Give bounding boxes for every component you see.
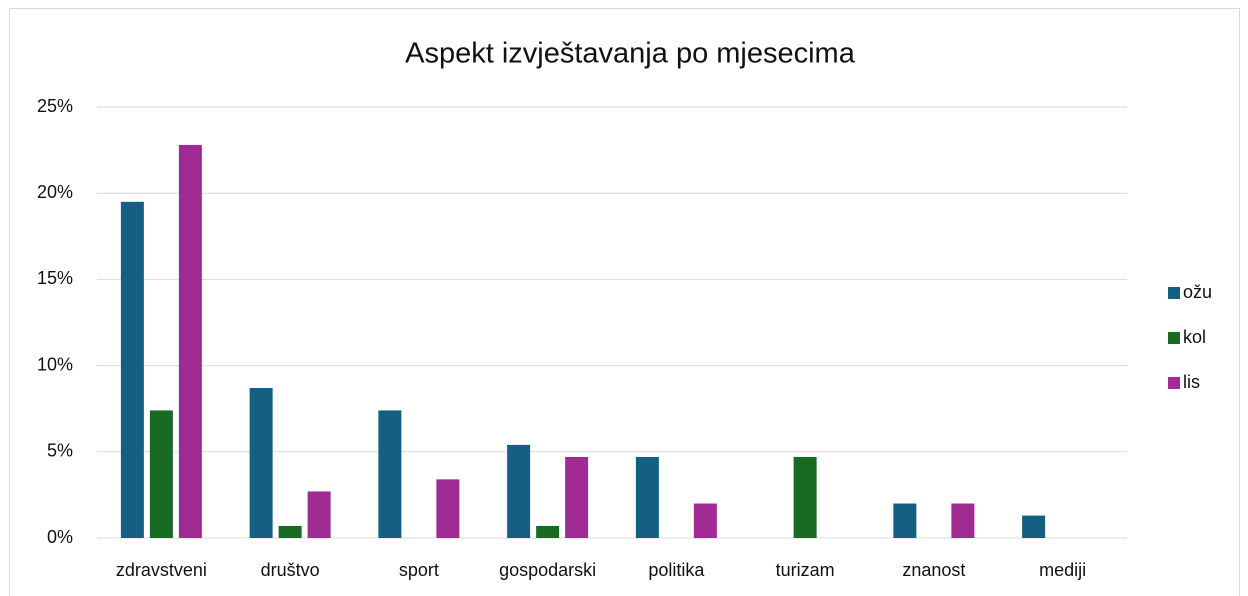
bar [120, 201, 144, 538]
x-tick-label: sport [399, 560, 439, 580]
x-tick-label: politika [648, 560, 705, 580]
bar [565, 456, 589, 538]
bar [1022, 515, 1046, 538]
y-tick-label: 25% [37, 96, 73, 116]
y-tick-label: 15% [37, 268, 73, 288]
bar [693, 503, 717, 538]
chart-title: Aspekt izvještavanja po mjesecima [405, 38, 856, 70]
bar [307, 491, 331, 538]
bar [378, 410, 402, 538]
legend-swatch [1168, 377, 1180, 389]
chart-border [9, 8, 1240, 596]
legend-swatch [1168, 332, 1180, 344]
bar [249, 388, 273, 538]
y-tick-label: 20% [37, 182, 73, 202]
legend-label: kol [1183, 327, 1206, 347]
x-tick-label: zdravstveni [116, 560, 207, 580]
y-tick-label: 5% [47, 441, 73, 461]
bar [536, 525, 560, 538]
y-tick-label: 0% [47, 527, 73, 547]
x-tick-label: turizam [776, 560, 835, 580]
bar [178, 144, 202, 539]
bar [635, 456, 659, 538]
bar [893, 503, 917, 538]
x-tick-label: gospodarski [499, 560, 596, 580]
bar [951, 503, 975, 538]
bar [507, 444, 531, 538]
bar [149, 410, 173, 538]
legend-swatch [1168, 287, 1180, 299]
legend-label: ožu [1183, 282, 1212, 302]
bar [793, 456, 817, 538]
bar [436, 479, 460, 538]
y-tick-label: 10% [37, 354, 73, 374]
bar [278, 525, 302, 538]
x-tick-label: mediji [1039, 560, 1086, 580]
legend-label: lis [1183, 372, 1200, 392]
x-tick-label: znanost [902, 560, 965, 580]
x-tick-label: društvo [261, 560, 320, 580]
